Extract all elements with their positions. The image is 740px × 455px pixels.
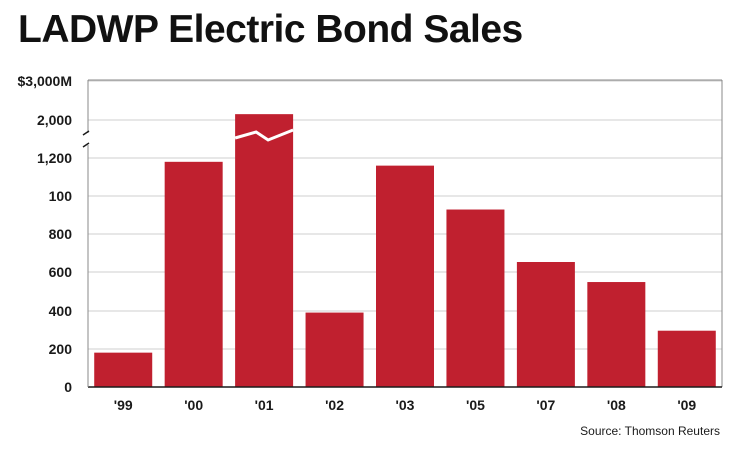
bars <box>94 114 716 388</box>
x-tick-label: '09 <box>677 397 696 413</box>
x-tick-label: '03 <box>396 397 415 413</box>
bar <box>164 161 223 387</box>
y-tick-label: 100 <box>49 188 73 204</box>
y-tick-label: 600 <box>49 264 73 280</box>
x-tick-label: '00 <box>184 397 203 413</box>
y-tick-label: 800 <box>49 226 73 242</box>
x-tick-label: '07 <box>536 397 555 413</box>
axis-break-marker <box>82 130 90 148</box>
chart-title: LADWP Electric Bond Sales <box>18 8 523 51</box>
x-tick-label: '05 <box>466 397 485 413</box>
x-tick-label: '99 <box>114 397 133 413</box>
y-tick-label: 1,200 <box>37 150 72 166</box>
bar <box>305 312 364 387</box>
bar <box>587 282 646 387</box>
bar <box>516 262 575 387</box>
y-tick-label: 400 <box>49 303 73 319</box>
source-note: Source: Thomson Reuters <box>580 424 720 438</box>
bar <box>94 352 153 387</box>
bar <box>376 165 434 387</box>
y-tick-label: 200 <box>49 341 73 357</box>
x-tick-labels: '99 '00 '01 '02 '03 '05 '07 '08 '09 <box>114 397 697 413</box>
plot-frame <box>82 79 723 388</box>
y-tick-labels: 0 200 400 600 800 100 1,200 2,000 $3,000M <box>18 73 73 395</box>
bar-break-marker <box>234 128 294 142</box>
x-tick-label: '02 <box>325 397 344 413</box>
bar <box>657 330 716 387</box>
x-tick-label: '01 <box>255 397 274 413</box>
bar <box>446 209 505 387</box>
y-tick-label: 0 <box>64 379 72 395</box>
x-tick-label: '08 <box>607 397 626 413</box>
bar <box>235 114 294 388</box>
y-tick-label: $3,000M <box>18 73 72 89</box>
y-tick-label: 2,000 <box>37 112 72 128</box>
